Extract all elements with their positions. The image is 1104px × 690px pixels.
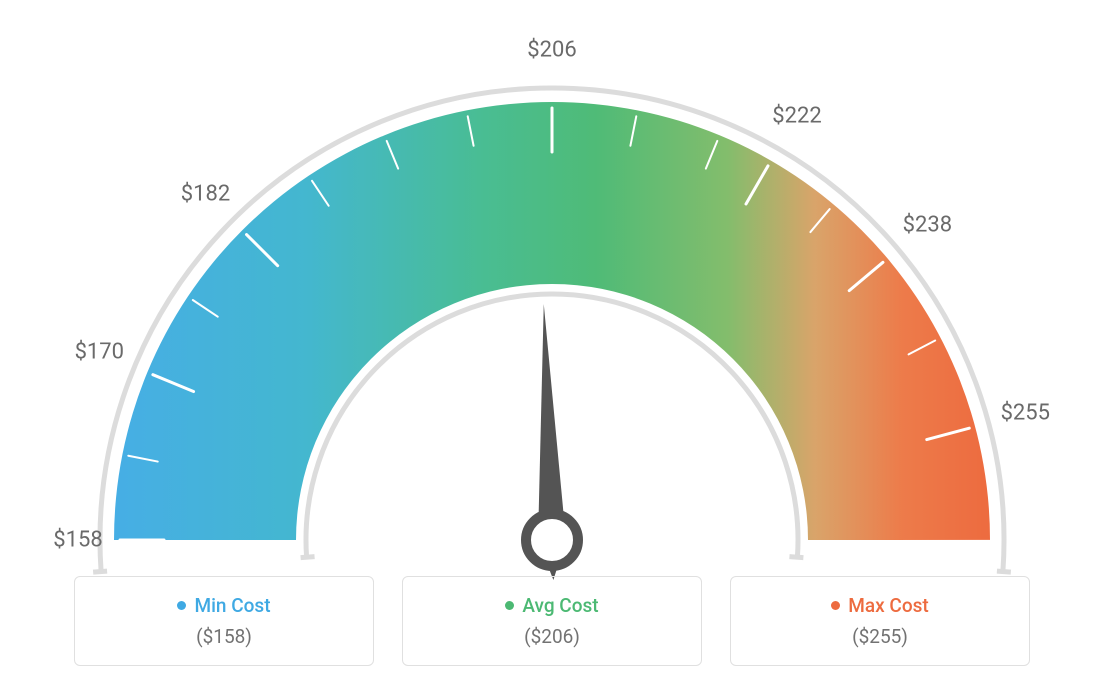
gauge-hub	[526, 514, 578, 566]
legend-title-max: Max Cost	[831, 594, 928, 617]
gauge-tick-label: $170	[75, 340, 124, 365]
legend-dot-min	[177, 601, 186, 610]
cost-gauge: $158$170$182$206$222$238$255	[62, 60, 1042, 580]
legend-label-max: Max Cost	[848, 594, 928, 617]
guide-cap	[997, 571, 1011, 572]
legend-dot-max	[831, 601, 840, 610]
gauge-svg	[62, 60, 1042, 600]
legend-value-min: ($158)	[196, 625, 252, 648]
gauge-tick-label: $222	[772, 103, 821, 128]
legend-card-avg: Avg Cost ($206)	[402, 576, 702, 666]
guide-cap	[789, 557, 803, 558]
legend-label-avg: Avg Cost	[522, 594, 598, 617]
legend-title-min: Min Cost	[177, 594, 270, 617]
legend-title-avg: Avg Cost	[505, 594, 598, 617]
legend-container: Min Cost ($158) Avg Cost ($206) Max Cost…	[74, 576, 1030, 666]
legend-card-min: Min Cost ($158)	[74, 576, 374, 666]
guide-cap	[93, 571, 107, 572]
legend-card-max: Max Cost ($255)	[730, 576, 1030, 666]
gauge-tick-label: $238	[903, 213, 952, 238]
gauge-tick-label: $158	[53, 528, 102, 553]
legend-value-max: ($255)	[852, 625, 908, 648]
gauge-tick-label: $182	[181, 181, 230, 206]
legend-dot-avg	[505, 601, 514, 610]
guide-cap	[301, 557, 315, 558]
legend-label-min: Min Cost	[194, 594, 270, 617]
gauge-tick-label: $255	[1001, 401, 1050, 426]
legend-value-avg: ($206)	[524, 625, 580, 648]
gauge-tick-label: $206	[527, 38, 576, 63]
